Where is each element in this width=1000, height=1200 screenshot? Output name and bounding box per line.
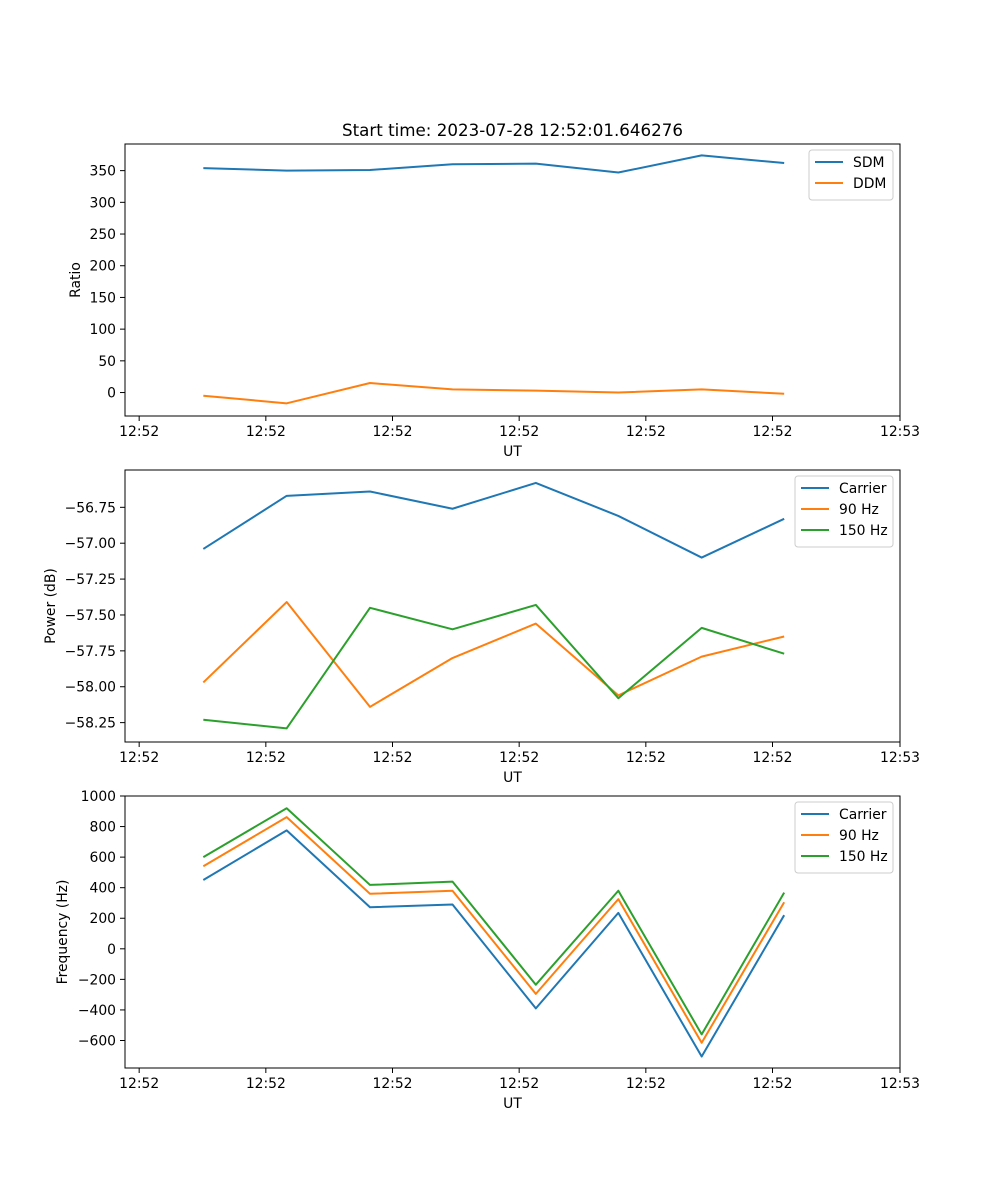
y-tick-label: 250: [89, 227, 116, 243]
legend: Carrier 90 Hz 150 Hz: [794, 475, 894, 548]
x-tick-label: 12:52: [246, 750, 286, 766]
series-line-ddm: [203, 382, 785, 405]
x-tick-label: 12:52: [752, 424, 792, 440]
x-tick-label: 12:52: [119, 424, 159, 440]
y-tick-label: −57.75: [65, 644, 116, 660]
legend: Carrier 90 Hz 150 Hz: [794, 801, 894, 874]
y-tick-label: −57.50: [65, 608, 116, 624]
y-tick-label: 400: [89, 881, 116, 897]
y-tick-label: −57.25: [65, 572, 116, 588]
x-tick-label: 12:53: [880, 424, 920, 440]
y-tick-label: 0: [107, 942, 116, 958]
y-tick-label: 300: [89, 195, 116, 211]
y-tick-label: 200: [89, 911, 116, 927]
x-tick-label: 12:52: [246, 424, 286, 440]
y-tick-label: 200: [89, 259, 116, 275]
x-tick-label: 12:53: [880, 1076, 920, 1092]
x-tick-label: 12:52: [372, 424, 412, 440]
power-panel: UT Power (dB) 12:52 12:52 12:52 12:52 12:52 1…: [43, 469, 920, 786]
y-tick-label: −58.25: [65, 716, 116, 732]
y-tick-label: −400: [78, 1003, 116, 1019]
frequency-panel: UT Frequency (Hz) 12:52 12:52 12:52 12:52 12…: [55, 789, 920, 1112]
series-line-150-hz: [202, 807, 786, 1036]
frequency-plot-area: 12:52 12:52 12:52 12:52 12:52 12:52 12:53 −600 −…: [78, 789, 920, 1092]
y-tick-label: 150: [89, 290, 116, 306]
series-line-150-hz: [203, 603, 785, 730]
legend-label: Carrier: [839, 807, 887, 823]
power-plot-area: 12:52 12:52 12:52 12:52 12:52 12:52 12:53 −58.2…: [65, 469, 920, 766]
y-tick-label: 800: [89, 820, 116, 836]
x-tick-label: 12:52: [752, 1076, 792, 1092]
x-tick-label: 12:52: [499, 750, 539, 766]
x-axis-label: UT: [503, 770, 522, 786]
y-tick-label: 50: [98, 354, 116, 370]
ratio-panel: Start time: 2023-07-28 12:52:01.646276 U…: [68, 120, 920, 460]
axes-frame: [124, 143, 901, 417]
x-tick-label: 12:53: [880, 750, 920, 766]
legend-label: SDM: [853, 155, 885, 171]
x-tick-label: 12:52: [499, 1076, 539, 1092]
series-line-90-hz: [202, 601, 785, 708]
y-tick-label: −56.75: [65, 500, 116, 516]
chart-title: Start time: 2023-07-28 12:52:01.646276: [342, 120, 683, 140]
y-tick-label: −58.00: [65, 680, 116, 696]
y-axis-label: Frequency (Hz): [55, 880, 71, 985]
x-tick-label: 12:52: [372, 1076, 412, 1092]
series-line-90-hz: [202, 816, 786, 1044]
x-tick-label: 12:52: [626, 750, 666, 766]
legend-label: 150 Hz: [839, 849, 888, 865]
y-tick-label: 0: [107, 386, 116, 402]
y-tick-label: −600: [78, 1033, 116, 1049]
series-line-carrier: [202, 829, 786, 1058]
y-tick-label: −200: [78, 972, 116, 988]
x-tick-label: 12:52: [119, 1076, 159, 1092]
y-tick-label: 600: [89, 850, 116, 866]
legend-label: 90 Hz: [839, 502, 879, 518]
x-axis-label: UT: [503, 444, 522, 460]
legend-label: DDM: [853, 176, 886, 192]
axes-frame: [124, 795, 901, 1069]
series-line-sdm: [203, 154, 785, 174]
x-tick-label: 12:52: [246, 1076, 286, 1092]
x-tick-label: 12:52: [372, 750, 412, 766]
y-tick-label: 100: [89, 322, 116, 338]
axes-frame: [124, 469, 901, 743]
ratio-plot-area: 12:52 12:52 12:52 12:52 12:52 12:52 12:53 0 50 10…: [89, 143, 920, 440]
y-axis-label: Ratio: [68, 262, 84, 298]
x-tick-label: 12:52: [626, 424, 666, 440]
y-tick-label: −57.00: [65, 536, 116, 552]
legend: SDM DDM: [808, 149, 894, 201]
legend-label: Carrier: [839, 481, 887, 497]
x-tick-label: 12:52: [499, 424, 539, 440]
x-tick-label: 12:52: [119, 750, 159, 766]
x-tick-label: 12:52: [626, 1076, 666, 1092]
y-tick-label: 350: [89, 164, 116, 180]
legend-label: 150 Hz: [839, 523, 888, 539]
y-tick-label: 1000: [81, 789, 116, 805]
series-line-carrier: [202, 481, 785, 559]
legend-label: 90 Hz: [839, 828, 879, 844]
y-axis-label: Power (dB): [43, 568, 59, 644]
x-axis-label: UT: [503, 1096, 522, 1112]
x-tick-label: 12:52: [752, 750, 792, 766]
